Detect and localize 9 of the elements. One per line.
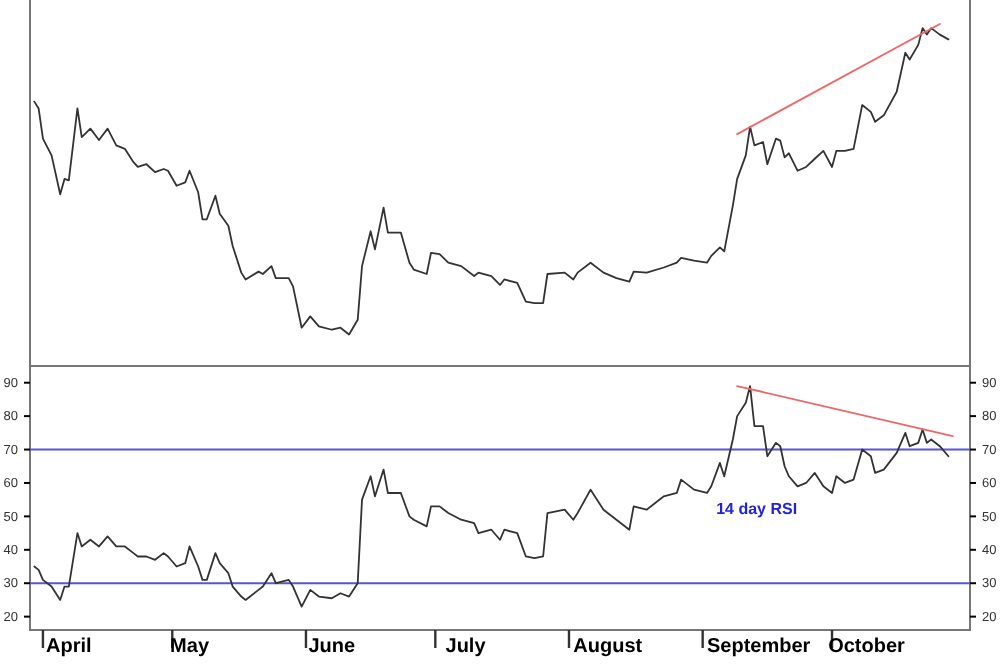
x-tick-label: June — [308, 636, 357, 659]
x-tick-label: August — [573, 636, 644, 659]
x-tick-label: April — [46, 636, 93, 659]
x-tick-label: September — [707, 636, 811, 659]
x-tick-label: July — [445, 636, 487, 659]
x-tick-label: October — [828, 636, 906, 659]
line-series — [33, 385, 950, 608]
annotation: 14 day RSI — [716, 499, 798, 518]
x-tick-label: May — [170, 636, 210, 659]
